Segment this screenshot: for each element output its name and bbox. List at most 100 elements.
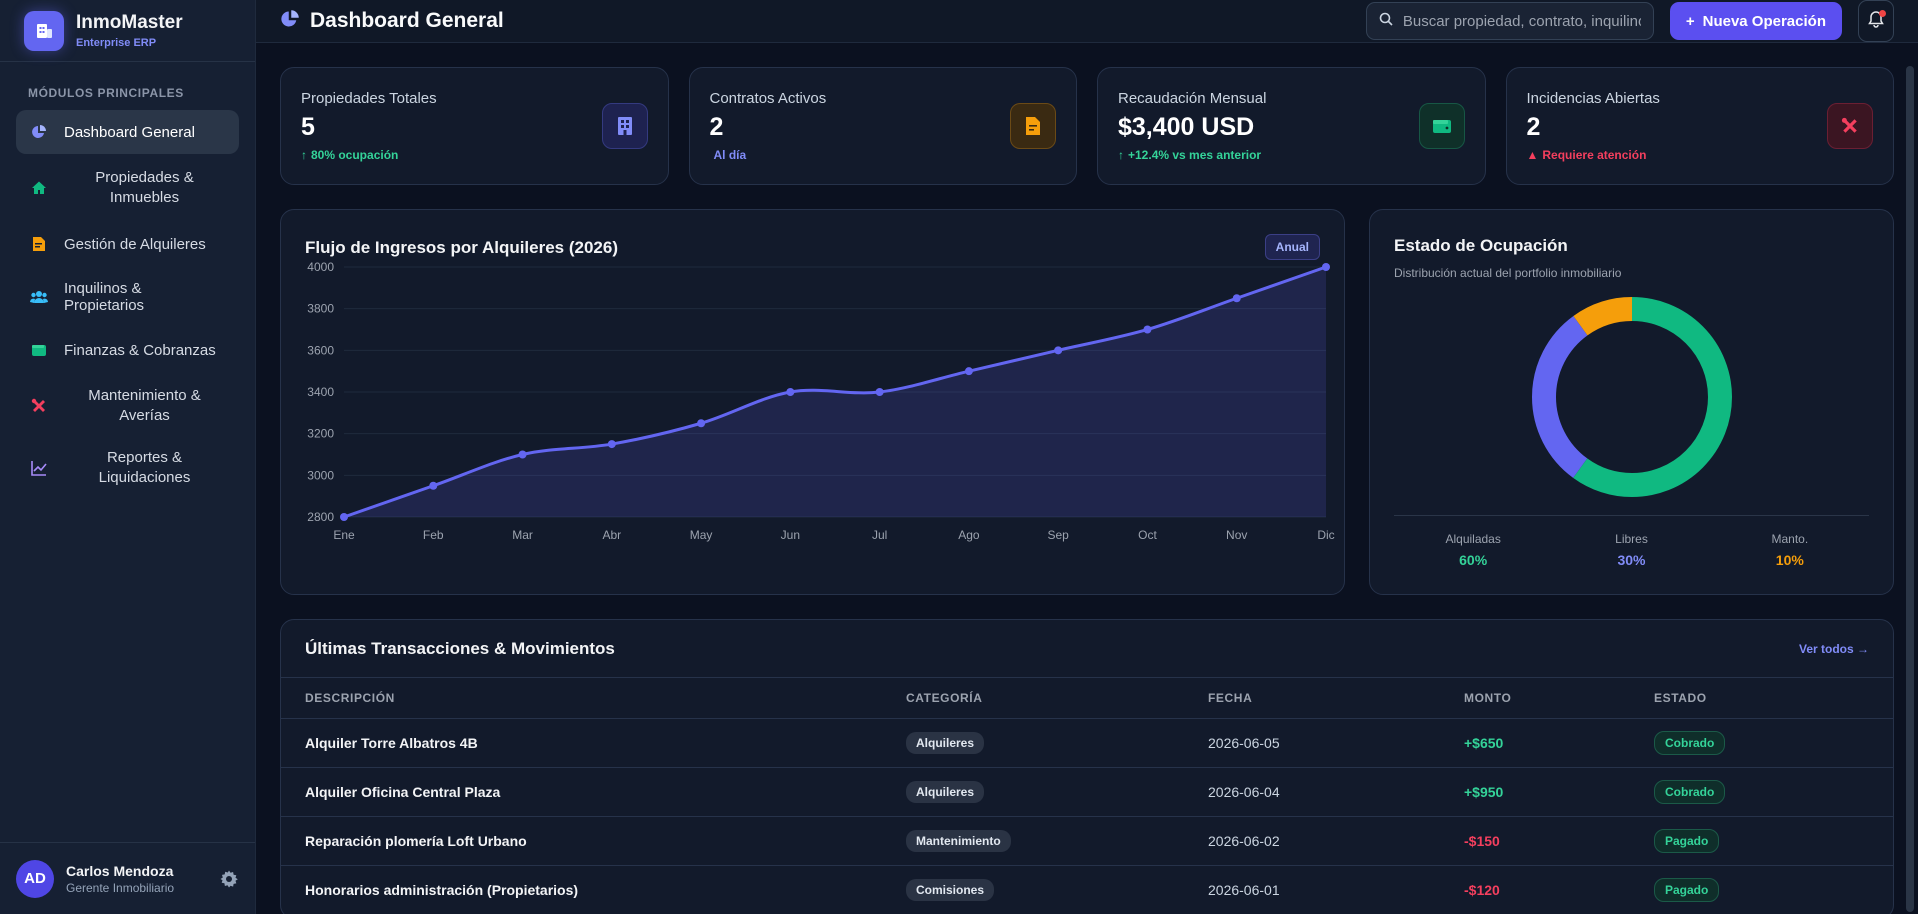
view-all-link[interactable]: Ver todos → [1798,641,1869,656]
data-point [875,388,884,396]
gear-icon[interactable] [219,869,239,889]
arrow-up-icon: ↑ [301,148,307,162]
stat-value: 2 [1526,113,1541,141]
table-header-row: DESCRIPCIÓN CATEGORÍA FECHA MONTO ESTADO [281,678,1893,719]
donut-segment [1532,297,1732,497]
transactions-title: Últimas Transacciones & Movimientos [305,638,615,658]
chart-line-icon [30,459,48,477]
column-header[interactable]: DESCRIPCIÓN [281,678,906,719]
sidebar-item-reportes[interactable]: Reportes & Liquidaciones [16,440,239,496]
building-icon [601,103,648,149]
user-name: Carlos Mendoza [66,862,174,879]
x-tick-label: Jul [872,528,887,542]
legend-label: Libres [1615,532,1648,546]
x-tick-label: Jun [781,528,800,542]
sidebar-item-mantenimiento[interactable]: Mantenimiento & Averías [16,378,239,434]
user-role: Gerente Inmobiliario [66,880,175,895]
tx-category-cell: Alquileres [906,718,1208,768]
users-icon [30,288,48,306]
sidebar-item-dashboard[interactable]: Dashboard General [16,110,239,154]
data-point [518,450,527,459]
occupancy-subtitle: Distribución actual del portfolio inmobi… [1394,266,1622,280]
tx-description: Alquiler Oficina Central Plaza [281,767,906,817]
tx-date: 2026-06-04 [1208,767,1464,817]
tx-status-cell: Cobrado [1654,718,1893,768]
column-header[interactable]: MONTO [1464,678,1654,719]
data-point [340,513,348,521]
sidebar-item-label: Gestión de Alquileres [64,235,206,253]
tx-description: Reparación plomería Loft Urbano [281,816,906,866]
data-point [1143,325,1152,334]
tx-amount: -$150 [1464,816,1654,866]
avatar: AD [16,859,54,898]
column-header[interactable]: CATEGORÍA [906,678,1208,719]
brand[interactable]: InmoMaster Enterprise ERP [0,0,255,62]
notification-dot [1879,10,1886,17]
sidebar-section-title: MÓDULOS PRINCIPALES [28,86,184,100]
stat-trend: ↑ +12.4% vs mes anterior [1118,148,1465,162]
tx-category-cell: Alquileres [906,767,1208,817]
search-input[interactable] [1402,12,1641,30]
sidebar-item-finanzas[interactable]: Finanzas & Cobranzas [16,328,239,372]
tx-status-cell: Cobrado [1654,767,1893,817]
pie-chart-icon [30,123,48,141]
content: Propiedades Totales 5 ↑ 80% ocupación Con… [256,43,1918,914]
table-row[interactable]: Reparación plomería Loft Urbano Mantenim… [281,816,1893,866]
tx-category-cell: Comisiones [906,865,1208,914]
stat-card-incidencias[interactable]: Incidencias Abiertas 2 ▲ Requiere atenció… [1505,67,1894,185]
pie-chart-icon [280,9,300,34]
tx-amount: -$120 [1464,865,1654,914]
data-point [964,367,973,376]
tx-description: Alquiler Torre Albatros 4B [281,718,906,768]
legend-item-libres: Libres 30% [1552,532,1710,568]
column-header[interactable]: FECHA [1208,678,1464,719]
column-header[interactable]: ESTADO [1654,678,1893,719]
category-badge: Alquileres [906,780,985,803]
stat-label: Incidencias Abiertas [1526,90,1660,107]
x-tick-label: Sep [1048,528,1070,542]
category-badge: Comisiones [906,878,995,901]
search-box[interactable] [1365,2,1654,40]
series-line [343,265,1327,519]
tools-icon [1827,103,1873,149]
legend-label: Alquiladas [1445,532,1501,546]
stat-card-contratos[interactable]: Contratos Activos 2 Al día [688,67,1077,185]
sidebar: InmoMaster Enterprise ERP MÓDULOS PRINCI… [0,0,256,914]
sidebar-item-inquilinos[interactable]: Inquilinos & Propietarios [16,272,239,322]
income-chart: 2800 3000 3200 3400 3600 3800 4000 Ene Feb Mar Abr… [307,260,1334,542]
file-contract-icon [1010,103,1056,149]
transactions-card: Últimas Transacciones & Movimientos Ver … [280,619,1894,914]
sidebar-item-alquileres[interactable]: Gestión de Alquileres [16,222,239,266]
income-chart-card: Flujo de Ingresos por Alquileres (2026) … [280,209,1345,595]
table-row[interactable]: Alquiler Oficina Central Plaza Alquilere… [281,767,1893,817]
stat-trend: Al día [713,148,747,162]
tx-status-cell: Pagado [1654,865,1893,914]
stat-card-recaudacion[interactable]: Recaudación Mensual $3,400 USD ↑ +12.4% v… [1097,67,1486,185]
sidebar-item-label: Inquilinos & Propietarios [64,280,145,314]
period-badge[interactable]: Anual [1264,234,1320,260]
occupancy-title: Estado de Ocupación [1394,236,1568,255]
table-row[interactable]: Alquiler Torre Albatros 4B Alquileres 20… [281,718,1893,768]
file-contract-icon [30,235,48,253]
data-point [1232,294,1241,303]
user-profile[interactable]: AD Carlos Mendoza Gerente Inmobiliario [0,842,255,914]
data-point [607,440,616,449]
category-badge: Mantenimiento [906,829,1011,852]
sidebar-nav: Dashboard General Propiedades & Inmueble… [0,110,255,496]
stat-label: Recaudación Mensual [1118,90,1267,107]
y-tick-label: 3800 [307,302,334,316]
home-icon [30,179,48,197]
stat-card-propiedades[interactable]: Propiedades Totales 5 ↑ 80% ocupación [280,67,669,185]
warning-icon: ▲ [1526,148,1539,162]
new-operation-button[interactable]: + Nueva Operación [1669,2,1842,40]
x-tick-label: Dic [1317,528,1334,542]
scrollbar[interactable] [1906,66,1914,912]
sidebar-item-label: Mantenimiento & Averías [88,387,201,424]
legend-label: Manto. [1771,532,1809,546]
notifications-button[interactable] [1858,0,1894,42]
sidebar-item-propiedades[interactable]: Propiedades & Inmuebles [16,160,239,216]
sidebar-item-label: Finanzas & Cobranzas [64,341,216,359]
search-icon [1379,12,1393,31]
x-tick-label: Oct [1138,528,1157,542]
table-row[interactable]: Honorarios administración (Propietarios)… [281,865,1893,914]
